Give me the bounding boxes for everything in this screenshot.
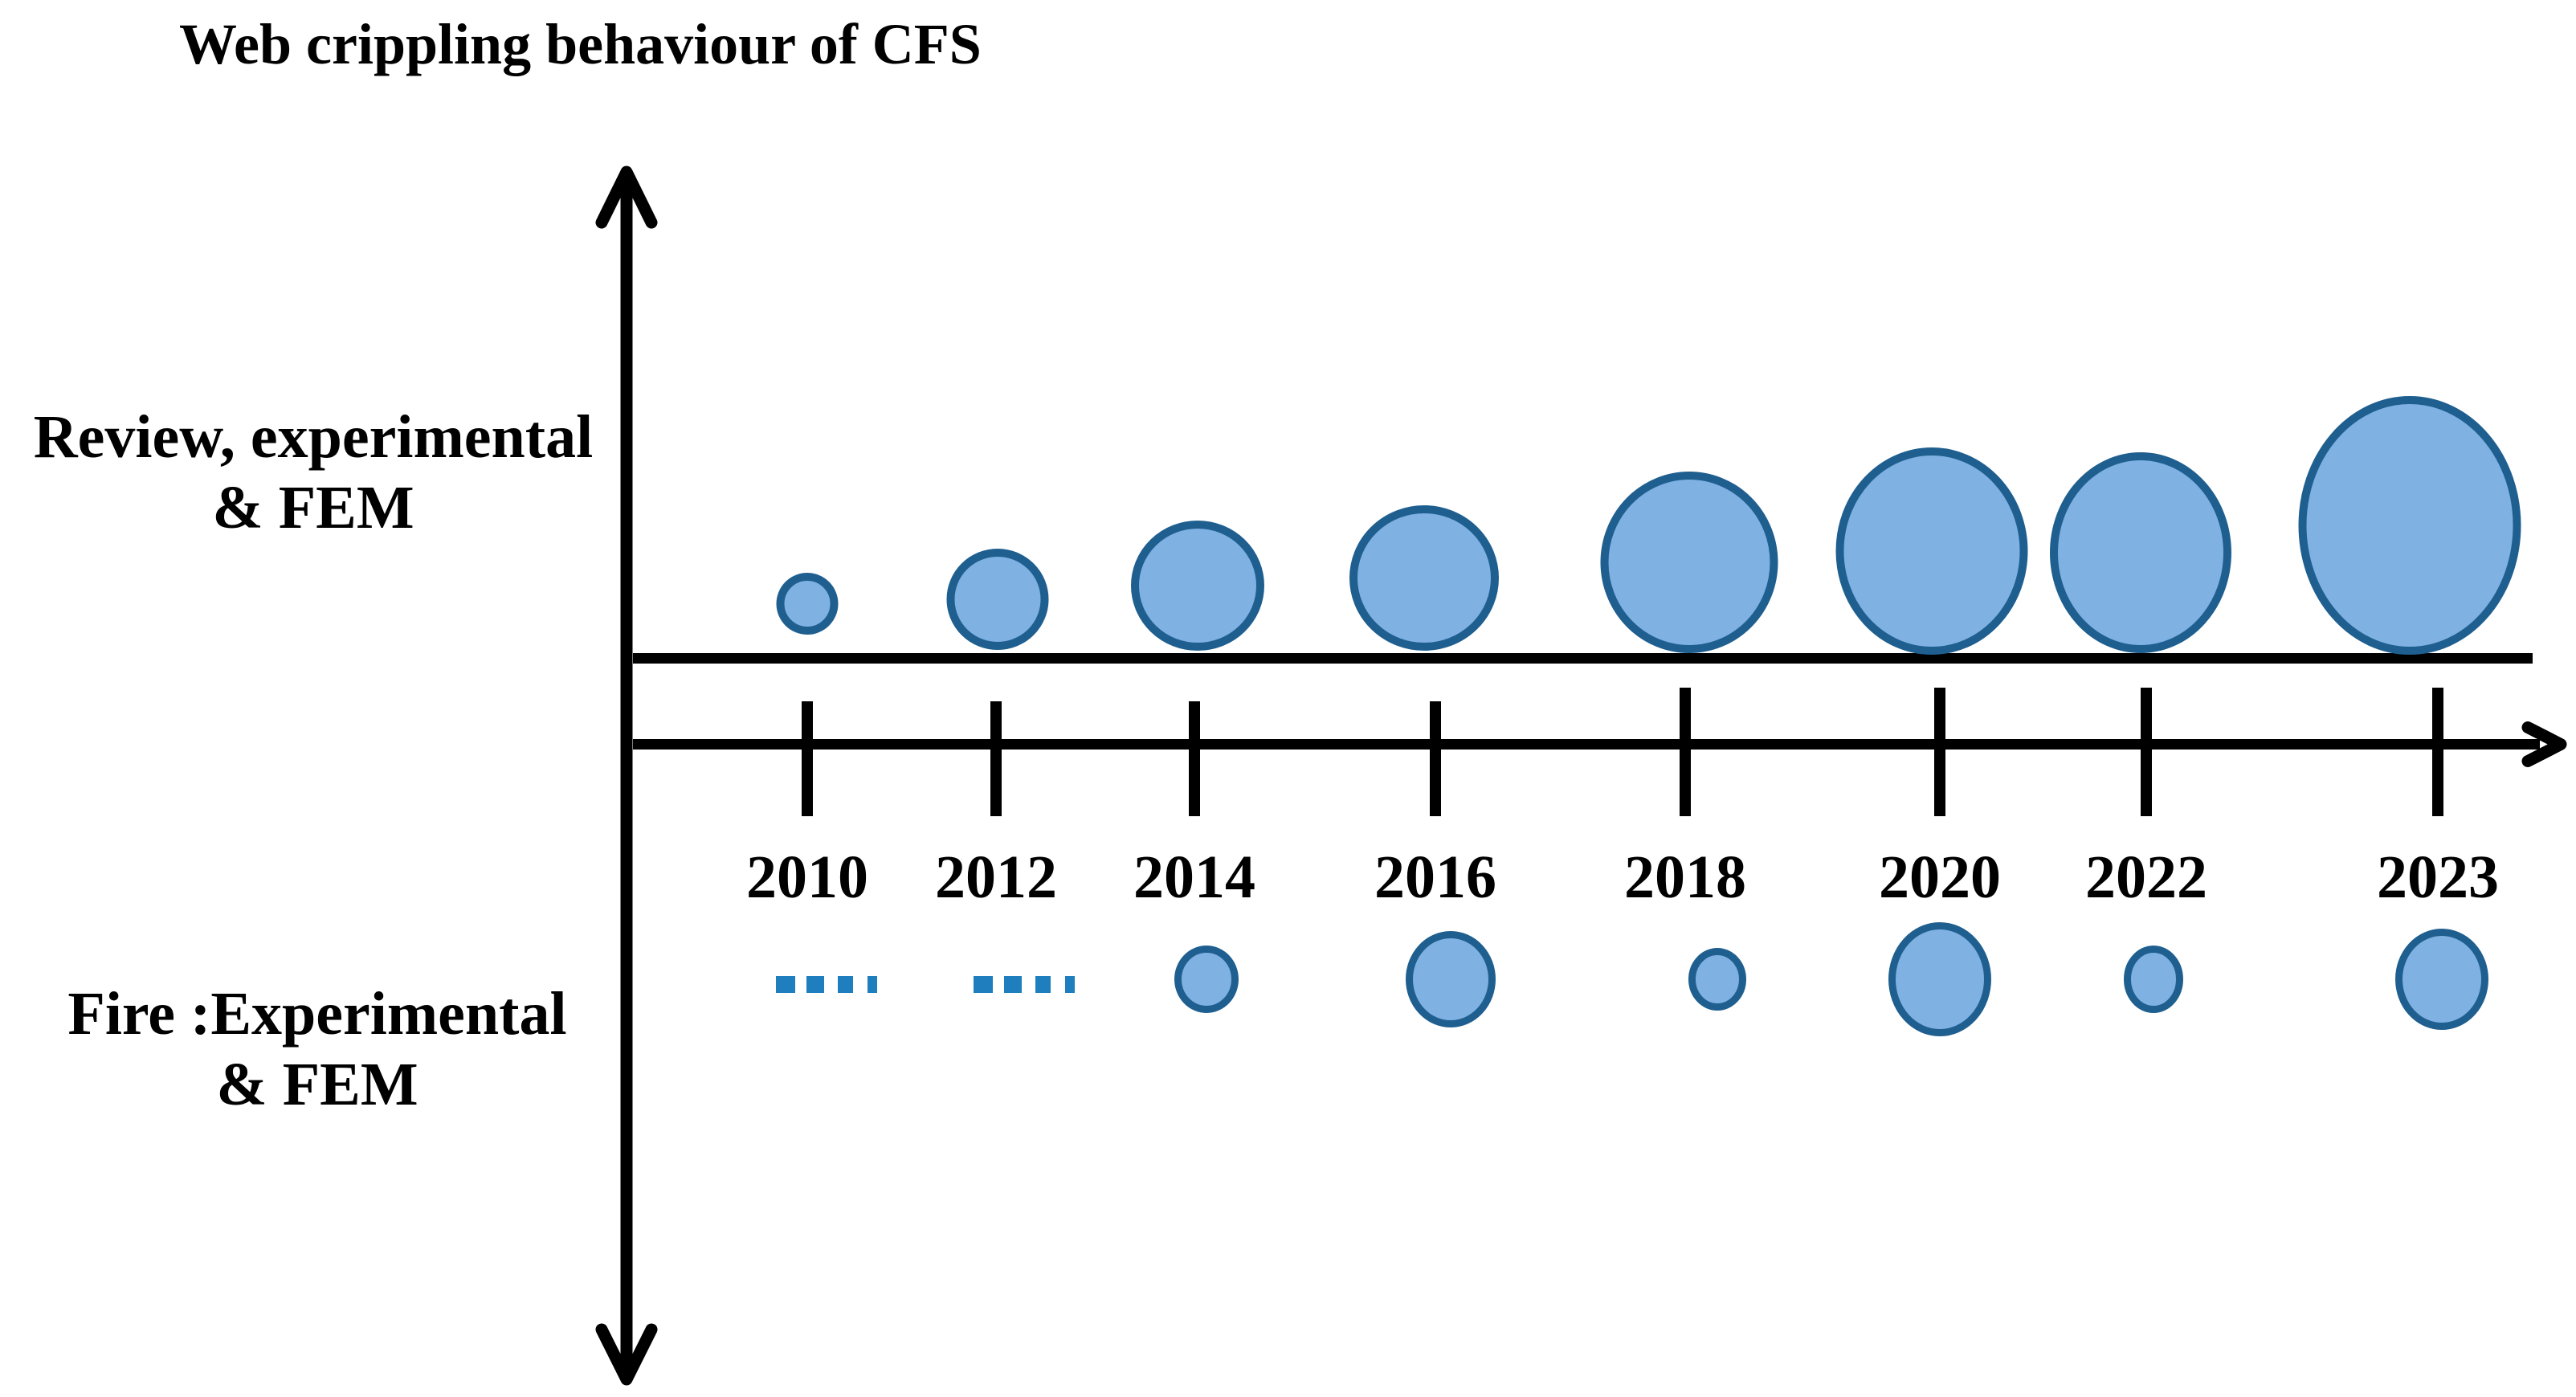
dash-segment [1065,976,1075,993]
lower-bubble-2014 [1174,946,1239,1013]
year-label-2018: 2018 [1624,844,1746,911]
chart-title: Web crippling behaviour of CFS [179,12,982,76]
no-data-dashes-2012 [974,976,1075,993]
upper-bubble-2012 [946,549,1049,650]
vertical-axis [620,183,633,1366]
tick-2023 [2432,688,2443,816]
lower-bubble-2023 [2395,929,2488,1030]
series-label-fire-line2: & FEM [216,1051,418,1118]
year-label-2023: 2023 [2377,844,2499,911]
dash-segment [1035,976,1051,993]
lower-bubble-2016 [1406,931,1496,1027]
year-label-2016: 2016 [1374,844,1496,911]
lower-bubble-2022 [2124,946,2183,1013]
series-label-fire-line1: Fire :Experimental [67,980,567,1048]
upper-bubble-2014 [1131,521,1264,651]
lower-bubble-2018 [1688,948,1746,1011]
no-data-dashes-2010 [776,976,877,993]
up-arrowhead-icon [595,165,658,229]
year-label-2014: 2014 [1133,844,1255,911]
bubble-baseline [633,653,2533,664]
dash-segment [806,976,824,993]
tick-2022 [2141,688,2152,816]
year-label-2010: 2010 [746,844,868,911]
year-label-2012: 2012 [935,844,1057,911]
dash-segment [868,976,877,993]
tick-2018 [1680,688,1691,816]
timeline-axis [633,739,2540,750]
tick-2014 [1189,701,1200,816]
tick-2020 [1934,688,1945,816]
upper-bubble-2010 [776,573,839,635]
lower-bubble-2020 [1888,922,1991,1036]
upper-bubble-2018 [1600,472,1778,653]
upper-bubble-2023 [2298,396,2521,655]
series-label-fire: Fire :Experimental & FEM [28,978,606,1120]
upper-bubble-2016 [1349,505,1499,651]
year-label-2022: 2022 [2085,844,2207,911]
tick-2012 [990,701,1002,816]
dash-segment [838,976,853,993]
year-label-2020: 2020 [1879,844,2001,911]
down-arrowhead-icon [595,1323,658,1386]
upper-bubble-2020 [1835,447,2028,655]
dash-segment [974,976,993,993]
tick-2010 [802,701,813,816]
series-label-review-line2: & FEM [212,474,414,541]
dash-segment [776,976,795,993]
upper-bubble-2022 [2050,452,2231,653]
dash-segment [1004,976,1022,993]
series-label-review-line1: Review, experimental [33,403,594,471]
series-label-review: Review, experimental & FEM [24,402,602,543]
right-arrowhead-icon [2521,721,2567,767]
tick-2016 [1430,701,1441,816]
